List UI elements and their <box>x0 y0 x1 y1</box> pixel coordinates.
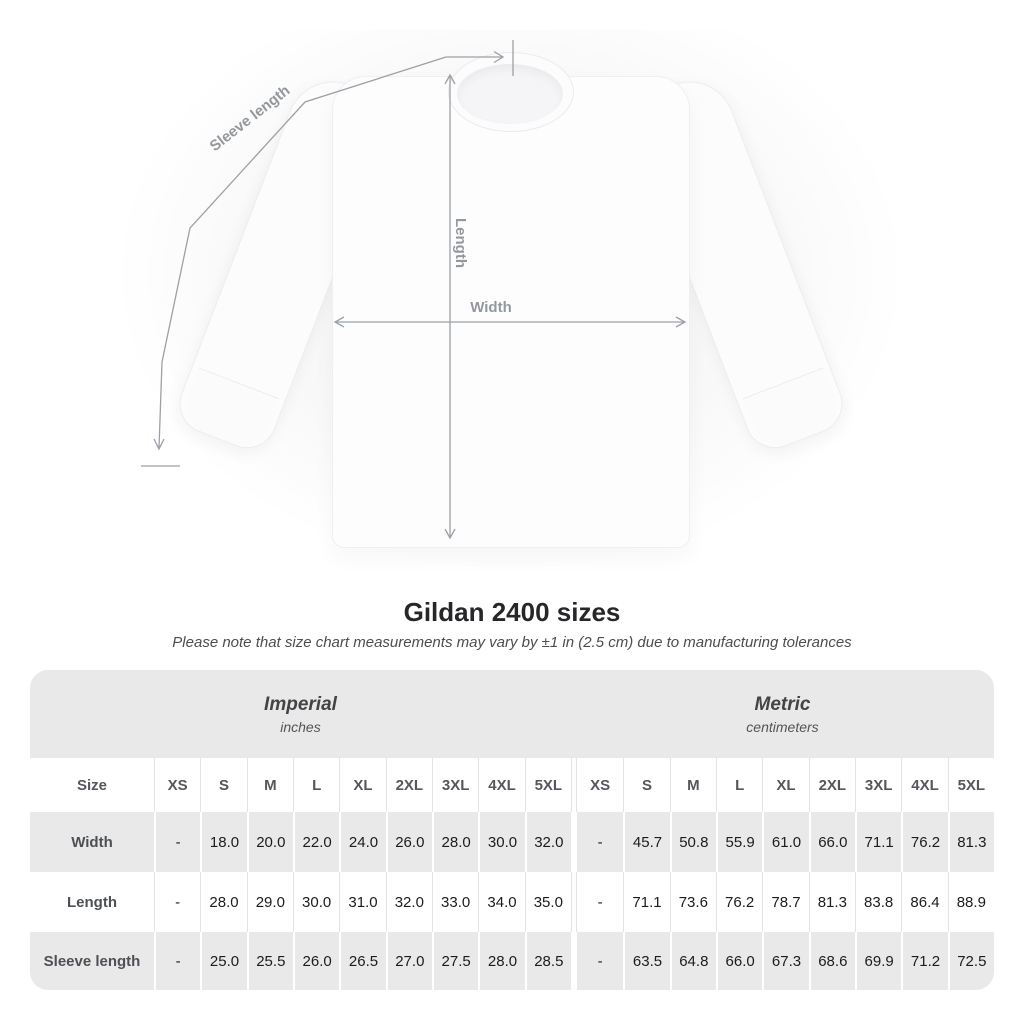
header-cell-imperial-4xl: 4XL <box>478 758 525 812</box>
header-cell-metric-l: L <box>715 758 763 812</box>
imperial-group-header: Imperial inches <box>30 670 571 758</box>
row-label-sleeve-length: Sleeve length <box>30 932 154 990</box>
sleeve-imperial-cell: 27.0 <box>385 932 432 990</box>
header-cell-metric-xl: XL <box>762 758 809 812</box>
width-metric-cell: 45.7 <box>623 812 670 872</box>
sleeve-imperial-cell: 28.5 <box>524 932 571 990</box>
header-cell-imperial-m: M <box>246 758 293 812</box>
sleeve-metric-cell: - <box>576 932 624 990</box>
width-imperial-cell: 18.0 <box>200 812 247 872</box>
metric-group-unit: centimeters <box>746 718 819 735</box>
sleeve-metric-cell: 68.6 <box>808 932 855 990</box>
length-imperial-cell: 32.0 <box>385 872 432 932</box>
sleeve-imperial-cell: 26.5 <box>339 932 386 990</box>
header-cell-imperial-s: S <box>200 758 247 812</box>
shirt-diagram: Sleeve length Length Width <box>0 0 1024 580</box>
length-metric-cell: 86.4 <box>901 872 948 932</box>
length-imperial-cell: 35.0 <box>524 872 571 932</box>
header-cell-metric-m: M <box>669 758 716 812</box>
width-metric-cell: 50.8 <box>669 812 716 872</box>
width-imperial-cell: 24.0 <box>339 812 386 872</box>
length-imperial-cell: - <box>154 872 201 932</box>
row-label-length: Length <box>30 872 154 932</box>
width-label: Width <box>470 299 512 316</box>
width-metric-cell: 71.1 <box>854 812 902 872</box>
length-imperial-cell: 34.0 <box>478 872 525 932</box>
group-divider <box>570 758 577 812</box>
sleeve-metric-cell: 64.8 <box>669 932 716 990</box>
sleeve-imperial-cell: 27.5 <box>431 932 479 990</box>
metric-group-name: Metric <box>754 693 811 715</box>
page-title: Gildan 2400 sizes <box>403 597 621 627</box>
width-imperial-cell: 30.0 <box>478 812 525 872</box>
tolerance-note: Please note that size chart measurements… <box>172 634 852 651</box>
group-divider <box>570 812 577 872</box>
header-cell-size: Size <box>30 758 154 812</box>
width-imperial-cell: 22.0 <box>292 812 340 872</box>
width-metric-cell: 76.2 <box>901 812 948 872</box>
row-label-width: Width <box>30 812 154 872</box>
header-cell-metric-3xl: 3XL <box>854 758 902 812</box>
shirt-collar-inner <box>457 64 563 124</box>
length-metric-cell: - <box>576 872 624 932</box>
width-metric-cell: 66.0 <box>808 812 855 872</box>
length-metric-cell: 81.3 <box>808 872 855 932</box>
size-table: Imperial inches Metric centimeters Size … <box>30 670 994 990</box>
sleeve-imperial-cell: 25.5 <box>246 932 293 990</box>
header-cell-imperial-3xl: 3XL <box>431 758 479 812</box>
header-cell-metric-5xl: 5XL <box>947 758 994 812</box>
length-metric-cell: 73.6 <box>669 872 716 932</box>
length-imperial-cell: 29.0 <box>246 872 293 932</box>
width-imperial-cell: 32.0 <box>524 812 571 872</box>
imperial-group-name: Imperial <box>264 693 337 715</box>
group-divider <box>570 872 577 932</box>
sleeve-metric-cell: 66.0 <box>715 932 763 990</box>
header-cell-imperial-xl: XL <box>339 758 386 812</box>
sleeve-metric-cell: 72.5 <box>947 932 994 990</box>
sleeve-metric-cell: 69.9 <box>854 932 902 990</box>
sleeve-metric-cell: 67.3 <box>762 932 809 990</box>
header-cell-metric-4xl: 4XL <box>901 758 948 812</box>
length-metric-cell: 71.1 <box>623 872 670 932</box>
length-imperial-cell: 33.0 <box>431 872 479 932</box>
header-cell-imperial-5xl: 5XL <box>524 758 571 812</box>
metric-group-header: Metric centimeters <box>570 670 994 758</box>
sleeve-imperial-cell: - <box>154 932 201 990</box>
width-imperial-cell: 20.0 <box>246 812 293 872</box>
header-cell-metric-xs: XS <box>576 758 624 812</box>
length-imperial-cell: 28.0 <box>200 872 247 932</box>
width-imperial-cell: 28.0 <box>431 812 479 872</box>
length-metric-cell: 83.8 <box>854 872 902 932</box>
length-imperial-cell: 30.0 <box>292 872 340 932</box>
sleeve-imperial-cell: 25.0 <box>200 932 247 990</box>
header-cell-imperial-l: L <box>292 758 340 812</box>
width-imperial-cell: - <box>154 812 201 872</box>
width-imperial-cell: 26.0 <box>385 812 432 872</box>
length-metric-cell: 88.9 <box>947 872 994 932</box>
width-metric-cell: 55.9 <box>715 812 763 872</box>
width-metric-cell: 81.3 <box>947 812 994 872</box>
header-cell-imperial-xs: XS <box>154 758 201 812</box>
sleeve-metric-cell: 71.2 <box>901 932 948 990</box>
header-cell-metric-s: S <box>623 758 670 812</box>
length-metric-cell: 78.7 <box>762 872 809 932</box>
width-metric-cell: 61.0 <box>762 812 809 872</box>
sleeve-imperial-cell: 26.0 <box>292 932 340 990</box>
imperial-group-unit: inches <box>280 718 321 735</box>
width-metric-cell: - <box>576 812 624 872</box>
length-imperial-cell: 31.0 <box>339 872 386 932</box>
length-label: Length <box>452 218 469 268</box>
sleeve-metric-cell: 63.5 <box>623 932 670 990</box>
header-cell-imperial-2xl: 2XL <box>385 758 432 812</box>
length-metric-cell: 76.2 <box>715 872 763 932</box>
group-divider <box>570 932 577 990</box>
header-cell-metric-2xl: 2XL <box>808 758 855 812</box>
sleeve-imperial-cell: 28.0 <box>478 932 525 990</box>
